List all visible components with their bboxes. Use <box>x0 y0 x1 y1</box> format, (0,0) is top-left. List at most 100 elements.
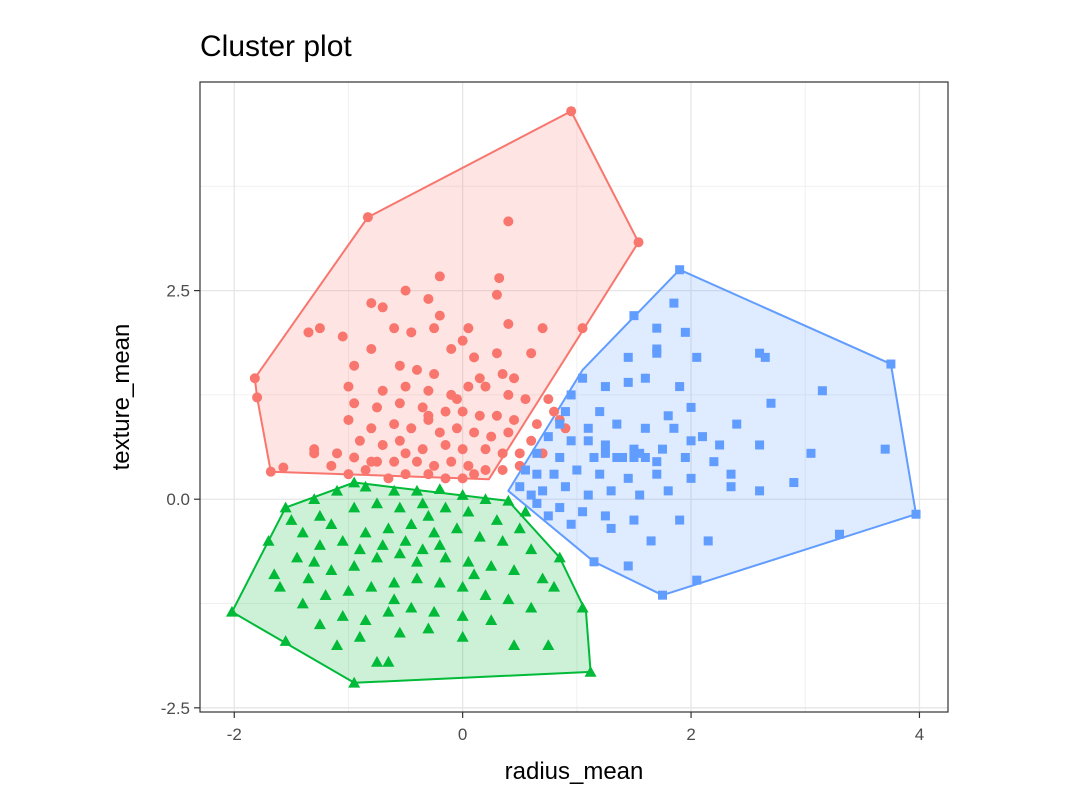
data-point <box>600 511 610 521</box>
data-point <box>423 414 434 425</box>
data-point <box>336 534 349 546</box>
data-point <box>595 407 605 417</box>
data-point <box>532 498 542 508</box>
data-point <box>526 435 537 446</box>
data-point <box>302 572 315 584</box>
data-point <box>652 457 662 467</box>
data-point <box>663 486 673 496</box>
data-point <box>349 398 360 409</box>
y-tick-label: 2.5 <box>166 282 190 301</box>
data-point <box>348 559 361 571</box>
data-point <box>490 514 503 525</box>
cluster-points <box>225 106 921 688</box>
data-point <box>629 452 639 462</box>
data-point <box>692 352 702 362</box>
data-point <box>428 605 441 617</box>
data-point <box>309 444 320 455</box>
data-point <box>376 539 389 550</box>
x-tick-label: 0 <box>458 725 467 744</box>
chart-title: Cluster plot <box>200 30 352 63</box>
data-point <box>308 555 321 567</box>
plot-border <box>199 81 949 713</box>
data-point <box>686 436 696 446</box>
data-point <box>416 497 429 509</box>
data-point <box>446 344 457 355</box>
data-point <box>422 509 435 521</box>
data-point <box>371 551 384 563</box>
data-point <box>480 444 491 455</box>
data-point <box>371 655 384 667</box>
data-point <box>600 448 610 458</box>
data-point <box>405 518 418 530</box>
data-point <box>520 394 531 405</box>
data-point <box>434 427 445 438</box>
data-point <box>463 381 474 392</box>
data-point <box>543 432 553 442</box>
data-point <box>502 593 515 605</box>
data-point <box>377 302 388 313</box>
data-point <box>410 572 423 584</box>
data-point <box>331 484 344 496</box>
data-point <box>806 448 816 458</box>
data-point <box>766 398 776 408</box>
data-point <box>755 440 765 450</box>
data-point <box>525 543 538 555</box>
data-point <box>456 610 469 621</box>
data-point <box>382 522 395 534</box>
data-point <box>354 435 365 446</box>
data-point <box>503 318 514 329</box>
data-point <box>285 514 298 525</box>
data-point <box>542 639 555 651</box>
data-point <box>463 460 474 471</box>
data-point <box>331 639 344 651</box>
data-point <box>578 507 588 517</box>
data-point <box>416 543 429 555</box>
data-point <box>817 386 827 396</box>
data-point <box>755 486 765 496</box>
data-point <box>497 465 508 476</box>
data-point <box>629 515 639 525</box>
data-point <box>360 465 371 476</box>
data-point <box>359 614 372 626</box>
data-point <box>423 469 434 480</box>
data-point <box>433 539 446 550</box>
data-point <box>525 601 538 613</box>
grid <box>200 81 948 712</box>
data-point <box>252 392 263 403</box>
data-point <box>669 298 679 308</box>
data-point <box>394 360 405 371</box>
data-point <box>494 273 505 284</box>
data-point <box>399 534 412 546</box>
data-point <box>497 369 508 380</box>
data-point <box>583 490 593 500</box>
data-point <box>497 448 508 459</box>
data-point <box>439 551 452 563</box>
data-point <box>462 555 475 567</box>
data-point <box>394 398 405 409</box>
data-point <box>463 323 474 334</box>
data-point <box>400 469 411 480</box>
data-point <box>555 503 565 513</box>
data-point <box>423 385 434 396</box>
data-point <box>308 493 321 505</box>
data-point <box>291 551 304 563</box>
data-point <box>343 469 354 480</box>
data-point <box>703 536 713 546</box>
data-point <box>491 348 502 359</box>
data-point <box>503 389 514 400</box>
data-point <box>446 456 457 467</box>
data-point <box>532 469 542 479</box>
data-point <box>474 373 485 384</box>
data-point <box>886 359 896 369</box>
data-point <box>365 580 378 592</box>
data-point <box>279 635 292 646</box>
data-point <box>555 419 565 429</box>
data-point <box>349 452 360 463</box>
data-point <box>411 364 422 375</box>
data-point <box>313 618 326 630</box>
data-point <box>273 580 286 592</box>
data-point <box>600 440 610 450</box>
data-point <box>382 605 395 617</box>
data-point <box>296 526 309 538</box>
x-tick-label: 2 <box>686 725 695 744</box>
